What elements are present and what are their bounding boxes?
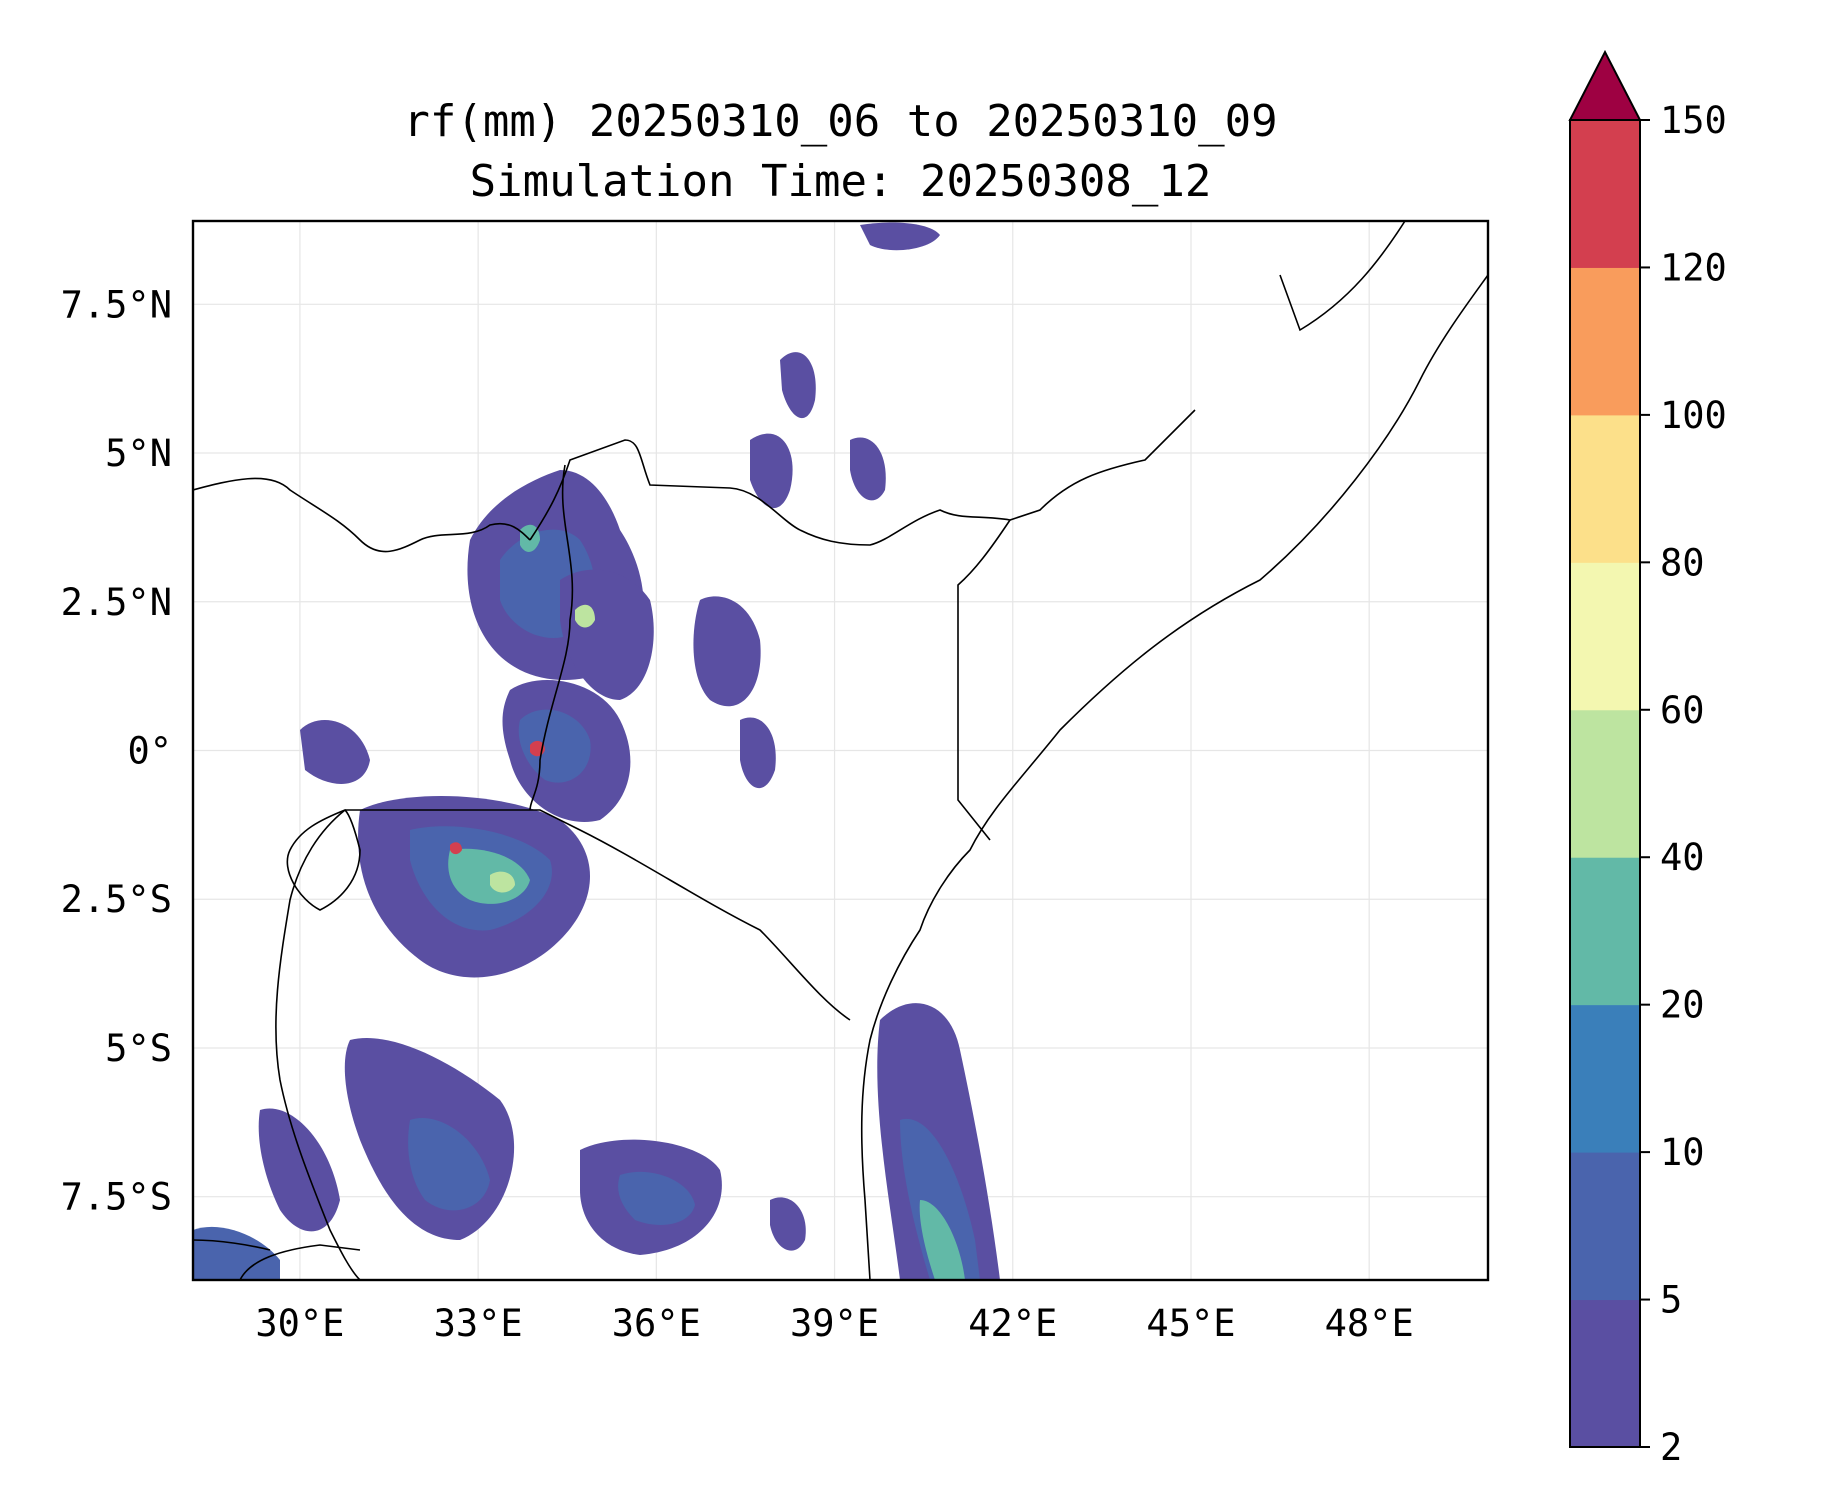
rain-cell-kenya-highlands xyxy=(750,433,793,509)
colorbar-segment xyxy=(1570,1004,1640,1153)
rain-cell-south-band xyxy=(258,1108,340,1232)
lon-tick-label: 33°E xyxy=(434,1302,523,1345)
congo-border xyxy=(275,809,361,1280)
lake-victoria-boundary xyxy=(345,809,851,1021)
gulf-of-aden-coast xyxy=(1279,221,1406,332)
colorbar-tick-label: 150 xyxy=(1660,99,1727,142)
colorbar-segment xyxy=(1570,1299,1640,1448)
lon-tick-label: 48°E xyxy=(1325,1302,1414,1345)
colorbar-segment xyxy=(1570,414,1640,563)
lat-tick-label: 5°S xyxy=(105,1027,172,1070)
lon-tick-label: 45°E xyxy=(1146,1302,1235,1345)
kenya-somalia-border xyxy=(957,519,1011,841)
coastline-somalia xyxy=(860,274,1488,1280)
colorbar-segment xyxy=(1570,120,1640,268)
rain-cell-kenya-central xyxy=(693,596,761,707)
rain-cell-coast-inner xyxy=(900,1118,980,1280)
colorbar: 2 5 10 20 40 60 80 100 120 150 xyxy=(1568,49,1727,1469)
latitude-labels: 7.5°N 5°N 2.5°N 0° 2.5°S 5°S 7.5°S xyxy=(61,283,172,1218)
colorbar-tick-label: 40 xyxy=(1660,836,1705,879)
colorbar-tick-label: 2 xyxy=(1660,1426,1682,1469)
lat-tick-label: 0° xyxy=(127,730,172,773)
malawi-border xyxy=(239,1244,361,1280)
lat-tick-label: 5°N xyxy=(105,432,172,475)
colorbar-tick-label: 100 xyxy=(1660,394,1727,437)
lon-tick-label: 39°E xyxy=(790,1302,879,1345)
borders xyxy=(193,221,1488,1280)
rain-cell-east-kenya xyxy=(740,717,776,789)
colorbar-segment xyxy=(1570,1152,1640,1301)
rain-cell-tanzania-south-central-inner xyxy=(618,1171,695,1225)
colorbar-segment xyxy=(1570,562,1640,711)
lon-tick-label: 42°E xyxy=(968,1302,1057,1345)
lon-tick-label: 36°E xyxy=(612,1302,701,1345)
colorbar-tick-label: 80 xyxy=(1660,541,1705,584)
colorbar-tick-label: 5 xyxy=(1660,1279,1682,1322)
colorbar-segment xyxy=(1570,267,1640,416)
rain-cell-tanzania-south-west-inner xyxy=(408,1118,490,1211)
rain-cell-kenya-west-core xyxy=(575,604,595,628)
rain-cell-west-margin xyxy=(300,720,370,784)
ethiopia-kenya-border xyxy=(529,439,801,541)
uganda-border xyxy=(529,464,574,811)
colorbar-frame xyxy=(1569,119,1641,1448)
rain-cell-tanzania-nw-core xyxy=(490,871,515,893)
map-frame xyxy=(191,219,1490,1282)
lat-tick-label: 2.5°N xyxy=(61,581,172,624)
map-title: rf(mm) 20250310_06 to 20250310_09 xyxy=(403,96,1278,147)
lat-tick-label: 7.5°S xyxy=(61,1176,172,1219)
rain-cell-coast-core xyxy=(919,1200,965,1280)
rain-cell-kenya-west xyxy=(560,569,654,700)
map-subtitle: Simulation Time: 20250308_12 xyxy=(469,156,1212,207)
colorbar-segment xyxy=(1570,857,1640,1006)
colorbar-extend-arrow xyxy=(1568,49,1642,121)
rwanda-burundi xyxy=(286,809,361,911)
colorbar-tick-label: 20 xyxy=(1660,984,1705,1027)
colorbar-tick-label: 120 xyxy=(1660,246,1727,289)
lat-tick-label: 7.5°N xyxy=(61,283,172,326)
rain-cell-top xyxy=(860,222,940,251)
somalia-ethiopia-border xyxy=(799,409,1196,546)
lat-tick-label: 2.5°S xyxy=(61,878,172,921)
rain-cell-coast xyxy=(877,1003,1000,1280)
rain-cell-ethiopia-east xyxy=(850,437,886,501)
rain-cell-ethiopia-south xyxy=(780,352,816,419)
south-sudan-border xyxy=(193,477,531,553)
colorbar-segment xyxy=(1570,709,1640,858)
colorbar-tick-label: 60 xyxy=(1660,689,1705,732)
rain-cell-coast-small xyxy=(770,1197,806,1251)
zambia-border xyxy=(193,1239,271,1251)
longitude-labels: 30°E 33°E 36°E 39°E 42°E 45°E 48°E xyxy=(255,1302,1413,1345)
rain-cell-tanzania-nw-peak xyxy=(450,842,462,855)
lon-tick-label: 30°E xyxy=(255,1302,344,1345)
colorbar-tick-label: 10 xyxy=(1660,1131,1705,1174)
graticule xyxy=(193,221,1488,1280)
rain-cell-victoria-inner xyxy=(518,709,591,783)
